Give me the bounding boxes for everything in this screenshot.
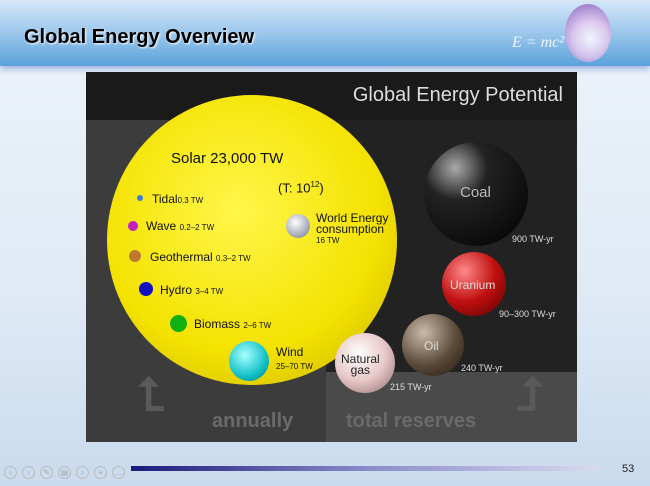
uranium-name: Uranium: [450, 278, 496, 292]
header-banner: Global Energy Overview E = mc²: [0, 0, 650, 66]
coal-value: 900 TW-yr: [512, 234, 554, 244]
menu-icon[interactable]: ≡: [94, 466, 107, 479]
wind-ball: [229, 341, 269, 381]
geothermal-value: 0.3–2 TW: [216, 254, 251, 263]
consumption-ball: [286, 214, 310, 238]
slides-icon[interactable]: ▤: [58, 466, 71, 479]
next-icon[interactable]: ›: [22, 466, 35, 479]
zoom-icon[interactable]: ⌕: [76, 466, 89, 479]
geothermal-ball: [129, 250, 141, 262]
scale-note: (T: 1012): [278, 180, 324, 195]
uranium-value: 90–300 TW-yr: [499, 309, 556, 319]
coal-name: Coal: [460, 184, 491, 201]
wind-value: 25–70 TW: [276, 362, 313, 371]
footer-annually: annually: [212, 410, 294, 432]
wave-label: Wave 0.2–2 TW: [146, 219, 214, 233]
biomass-value: 2–6 TW: [243, 321, 272, 330]
figure-title-band: [86, 72, 577, 120]
biomass-ball: [170, 315, 187, 332]
atom-logo-icon: [565, 4, 611, 62]
consumption-name2: consumption: [316, 222, 385, 236]
more-icon[interactable]: …: [112, 466, 125, 479]
uranium-ball: [442, 252, 506, 316]
wave-name: Wave: [146, 219, 177, 233]
natural-gas-ball: [335, 333, 395, 393]
arrow-up-left-icon: ⮤: [138, 368, 166, 420]
natural-gas-value: 215 TW-yr: [390, 382, 432, 392]
gas-name2: gas: [350, 363, 371, 377]
figure-title: Global Energy Potential: [352, 84, 563, 106]
scale-note-text: (T: 10: [278, 180, 311, 196]
scale-note-exp: 12: [310, 180, 320, 189]
tidal-value: 0.3 TW: [177, 196, 204, 205]
hydro-label: Hydro 3–4 TW: [160, 283, 223, 297]
hydro-ball: [139, 282, 153, 296]
natural-gas-label: Natural gas: [341, 352, 380, 377]
tidal-ball: [137, 195, 143, 201]
scale-note-end: ): [319, 180, 324, 196]
geothermal-name: Geothermal: [150, 250, 213, 264]
consumption-label: World Energy consumption 16 TW: [316, 211, 389, 246]
consumption-value: 16 TW: [316, 236, 340, 245]
page-title: Global Energy Overview: [24, 26, 255, 48]
coal-ball: [424, 142, 528, 246]
solar-label: Solar 23,000 TW: [171, 150, 284, 167]
hydro-value: 3–4 TW: [195, 287, 224, 296]
wave-value: 0.2–2 TW: [179, 223, 215, 232]
wind-name: Wind: [276, 345, 304, 359]
geothermal-label: Geothermal 0.3–2 TW: [150, 250, 251, 264]
slide-nav-toolbar: ‹ › ✎ ▤ ⌕ ≡ …: [4, 466, 125, 479]
emc-logo: E = mc²: [512, 34, 565, 51]
consumption-name1: World Energy: [316, 211, 389, 225]
oil-name: Oil: [424, 339, 439, 353]
oil-ball: [402, 314, 464, 376]
energy-figure: Global Energy Potential ⮤ ⮥ annually tot…: [86, 72, 577, 442]
gas-name1: Natural: [341, 352, 380, 366]
footer-bar: [131, 466, 601, 471]
wave-ball: [128, 221, 138, 231]
tidal-label: Tidal0.3 TW: [152, 192, 203, 206]
footer-total-reserves: total reserves: [346, 410, 477, 432]
prev-icon[interactable]: ‹: [4, 466, 17, 479]
page-number: 53: [622, 463, 635, 475]
hydro-name: Hydro: [160, 283, 193, 297]
pen-icon[interactable]: ✎: [40, 466, 53, 479]
oil-value: 240 TW-yr: [461, 363, 503, 373]
biomass-name: Biomass: [194, 317, 241, 331]
tidal-name: Tidal: [152, 192, 178, 206]
biomass-label: Biomass 2–6 TW: [194, 317, 271, 331]
arrow-up-right-icon: ⮥: [516, 368, 544, 420]
